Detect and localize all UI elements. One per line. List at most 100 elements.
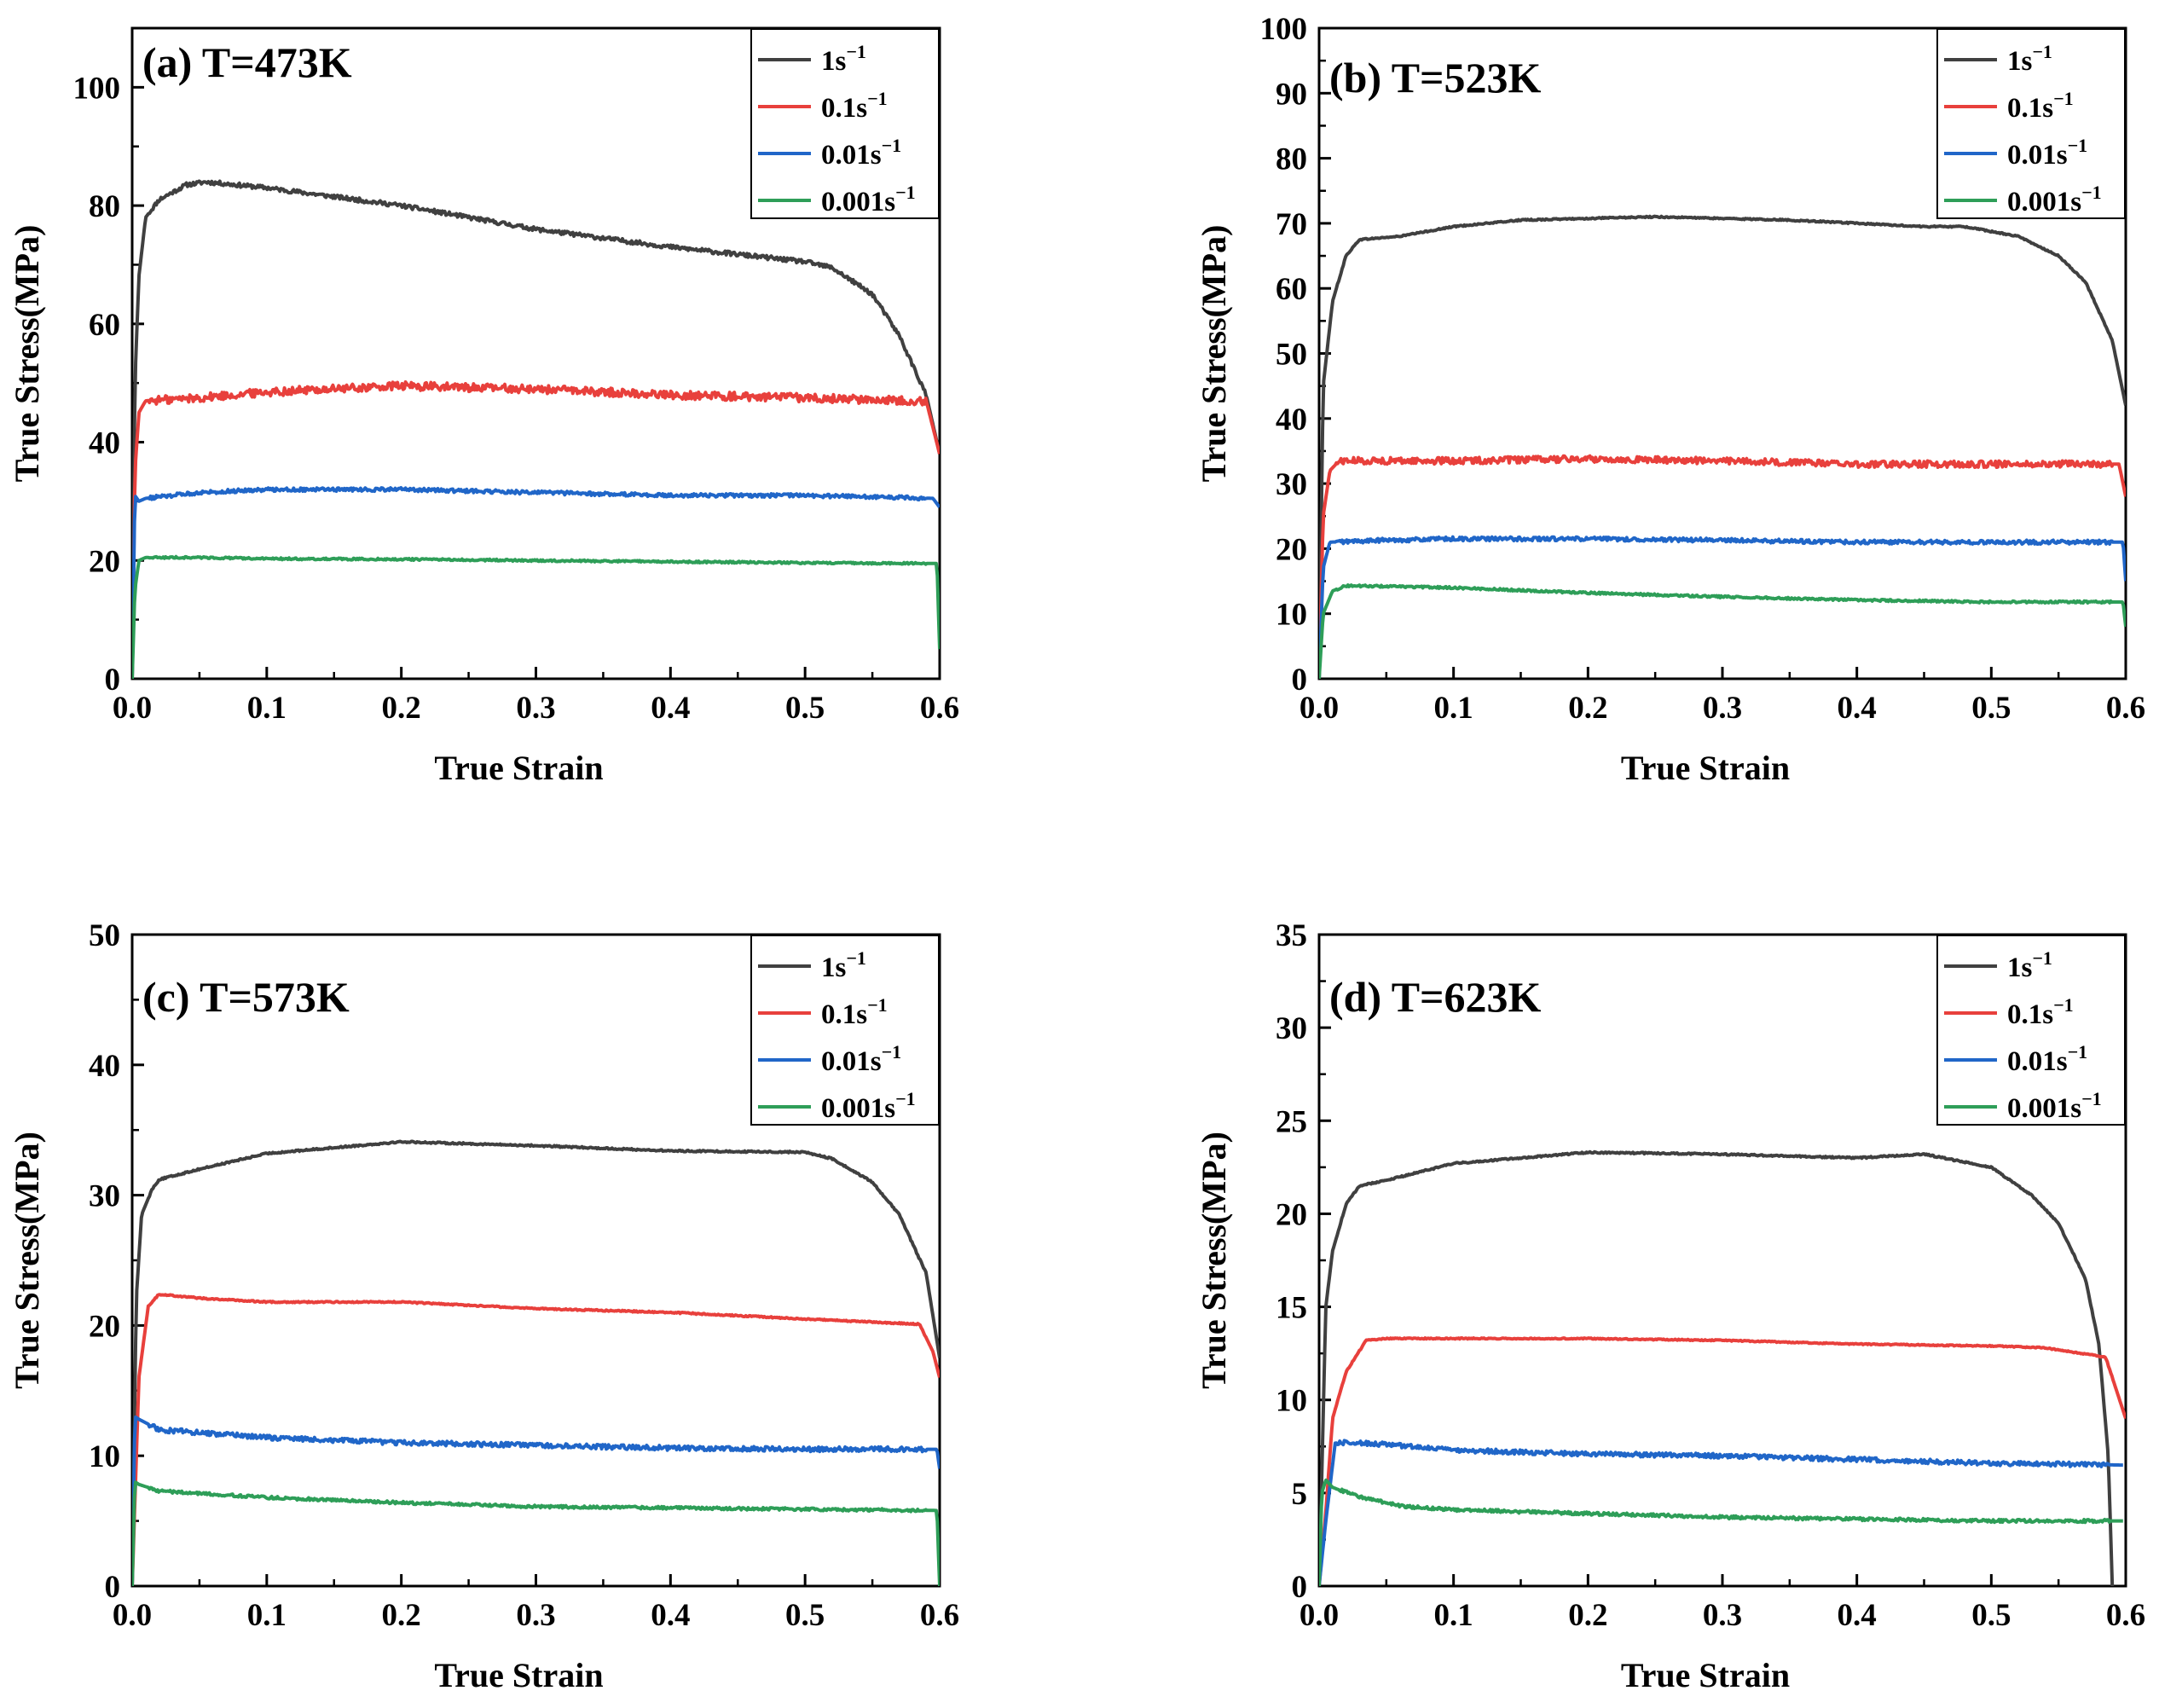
panel-title: (a) T=473K	[142, 38, 352, 86]
x-tick-label: 0.1	[1434, 1598, 1473, 1633]
x-tick-label: 0.0	[113, 691, 152, 726]
legend-label-sup: −1	[867, 88, 888, 109]
y-tick-label: 70	[1276, 207, 1307, 242]
y-axis-title: True Stress(MPa)	[1195, 225, 1233, 483]
x-tick-label: 0.3	[1703, 691, 1742, 726]
legend-label-base: 1s	[2007, 46, 2033, 77]
y-tick-label: 20	[89, 544, 120, 579]
series-line-0_001s	[132, 1480, 940, 1586]
series-line-0_001s	[1319, 583, 2126, 679]
y-tick-label: 10	[89, 1439, 120, 1474]
y-tick-label: 30	[1276, 467, 1307, 502]
x-tick-label: 0.5	[1971, 1598, 2011, 1633]
legend-label-base: 0.01s	[2007, 140, 2068, 171]
chart-panel-1: 0.0 0.1 0.2 0.3 0.4 0.5 0.6 0 20 40 60 80 100 True St…	[8, 26, 959, 787]
legend-label-base: 0.01s	[821, 140, 882, 171]
y-tick-label: 5	[1292, 1477, 1308, 1512]
legend-label: 0.01s−1	[821, 1041, 901, 1077]
y-tick-label: 60	[1276, 272, 1307, 307]
x-tick-label: 0.1	[247, 1598, 287, 1633]
y-tick-label: 100	[73, 71, 121, 106]
y-tick-label: 90	[1276, 77, 1307, 112]
legend-label-sup: −1	[2032, 41, 2052, 62]
series-line-0_001s	[1319, 1478, 2124, 1586]
y-tick-label: 20	[89, 1309, 120, 1344]
legend-label-sup: −1	[2068, 135, 2088, 156]
legend-label-base: 0.1s	[821, 999, 867, 1030]
x-axis-title: True Strain	[434, 1656, 603, 1694]
y-tick-label: 100	[1260, 12, 1308, 47]
legend-label: 0.001s−1	[2007, 1088, 2102, 1124]
y-tick-label: 25	[1276, 1104, 1307, 1139]
chart-panel-4: 0.0 0.1 0.2 0.3 0.4 0.5 0.6 0 5 10 15 20 25 30 35 True …	[1195, 918, 2145, 1694]
y-tick-label: 0	[105, 1570, 121, 1605]
legend-label-base: 0.1s	[2007, 93, 2053, 124]
legend: 1s−10.1s−10.01s−10.001s−1	[1936, 935, 2126, 1126]
legend-label-sup: −1	[2081, 182, 2102, 203]
y-tick-label: 50	[1276, 338, 1307, 373]
legend-label: 0.01s−1	[2007, 1041, 2087, 1077]
legend: 1s−10.1s−10.01s−10.001s−1	[750, 28, 940, 219]
x-tick-label: 0.2	[1568, 1598, 1607, 1633]
legend-label-base: 0.001s	[821, 1093, 895, 1124]
x-tick-label: 0.2	[382, 691, 421, 726]
x-tick-label: 0.4	[1838, 1598, 1877, 1633]
series-line-1s	[132, 179, 940, 679]
series-group	[1319, 1149, 2126, 1586]
legend-label: 0.1s−1	[2007, 994, 2074, 1030]
x-tick-label: 0.3	[1703, 1598, 1742, 1633]
x-tick-label: 0.6	[920, 1598, 959, 1633]
legend-label: 0.1s−1	[2007, 88, 2074, 124]
legend-label-base: 1s	[821, 46, 847, 77]
y-tick-label: 30	[1276, 1011, 1307, 1046]
legend-label: 0.001s−1	[821, 182, 916, 217]
y-tick-label: 80	[89, 189, 120, 224]
legend-label: 0.1s−1	[821, 994, 888, 1030]
series-line-0_1s	[132, 380, 940, 679]
legend-label-sup: −1	[846, 947, 866, 969]
y-tick-label: 20	[1276, 1197, 1307, 1232]
legend: 1s−10.1s−10.01s−10.001s−1	[1936, 28, 2126, 219]
legend-label-sup: −1	[2053, 88, 2074, 109]
y-axis-title: True Stress(MPa)	[1195, 1132, 1233, 1389]
legend-label: 0.01s−1	[821, 135, 901, 171]
legend-label-sup: −1	[2032, 947, 2052, 969]
legend: 1s−10.1s−10.01s−10.001s−1	[750, 935, 940, 1126]
x-tick-label: 0.0	[113, 1598, 152, 1633]
y-tick-label: 35	[1276, 918, 1307, 953]
series-line-0_01s	[1319, 1439, 2124, 1586]
y-tick-label: 20	[1276, 532, 1307, 567]
x-tick-label: 0.1	[1434, 691, 1473, 726]
y-tick-label: 0	[1292, 663, 1308, 698]
series-line-0_01s	[132, 1415, 940, 1586]
series-line-1s	[1319, 214, 2126, 679]
y-tick-label: 10	[1276, 1384, 1307, 1419]
series-line-0_1s	[132, 1293, 940, 1586]
x-tick-label: 0.3	[516, 1598, 555, 1633]
legend-label-sup: −1	[882, 135, 902, 156]
y-tick-label: 15	[1276, 1291, 1307, 1326]
legend-label-base: 0.001s	[821, 187, 895, 217]
y-tick-label: 40	[89, 426, 120, 461]
x-axis-title: True Strain	[1621, 1656, 1790, 1694]
x-tick-label: 0.1	[247, 691, 287, 726]
x-tick-label: 0.6	[2106, 1598, 2145, 1633]
y-tick-label: 10	[1276, 598, 1307, 633]
x-tick-label: 0.3	[516, 691, 555, 726]
legend-label-sup: −1	[846, 41, 866, 62]
y-tick-label: 80	[1276, 142, 1307, 177]
legend-label-sup: −1	[895, 1088, 916, 1109]
x-tick-label: 0.2	[1568, 691, 1607, 726]
x-tick-label: 0.6	[920, 691, 959, 726]
legend-label: 1s−1	[821, 41, 866, 77]
y-tick-label: 30	[89, 1179, 120, 1214]
y-tick-label: 0	[105, 663, 121, 698]
series-line-0_1s	[1319, 454, 2126, 679]
legend-label: 1s−1	[821, 947, 866, 983]
series-line-0_01s	[132, 486, 940, 679]
series-group	[1319, 214, 2126, 679]
legend-label: 0.1s−1	[821, 88, 888, 124]
x-tick-label: 0.5	[785, 691, 825, 726]
legend-label-base: 1s	[821, 952, 847, 983]
